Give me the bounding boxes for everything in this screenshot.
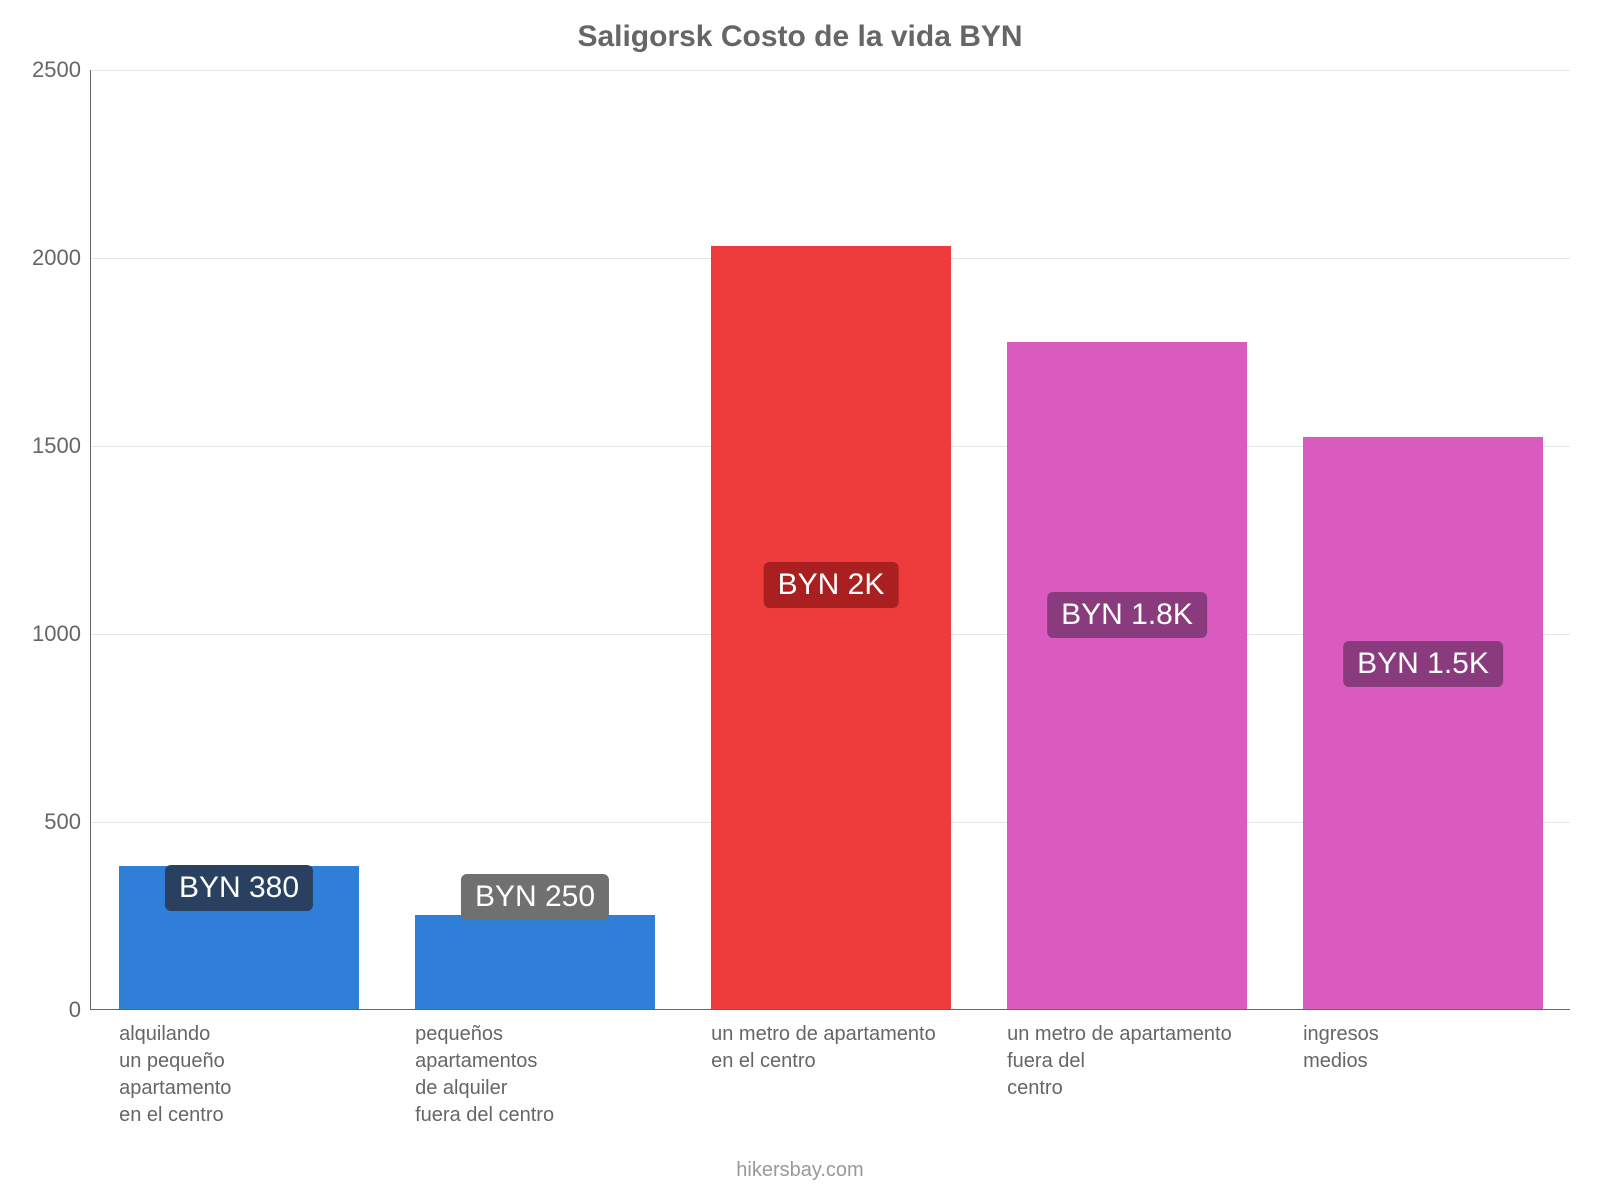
chart-container: Saligorsk Costo de la vida BYN 050010001… xyxy=(0,0,1600,1200)
x-category-label: alquilandoun pequeñoapartamentoen el cen… xyxy=(119,1021,349,1129)
y-tick-label: 0 xyxy=(69,997,81,1023)
bar xyxy=(711,246,951,1009)
bar-value-label: BYN 1.8K xyxy=(1047,592,1207,638)
bar-value-label: BYN 2K xyxy=(764,562,899,608)
bar-value-label: BYN 1.5K xyxy=(1343,641,1503,687)
bar-value-label: BYN 380 xyxy=(165,865,313,911)
y-tick-label: 1000 xyxy=(32,621,81,647)
x-category-label: un metro de apartamentoen el centro xyxy=(711,1021,941,1075)
y-tick-label: 2500 xyxy=(32,57,81,83)
chart-title: Saligorsk Costo de la vida BYN xyxy=(0,20,1600,54)
x-category-label: pequeñosapartamentosde alquilerfuera del… xyxy=(415,1021,645,1129)
bar-value-label: BYN 250 xyxy=(461,874,609,920)
y-tick-label: 500 xyxy=(44,809,81,835)
bar xyxy=(415,915,655,1009)
x-category-label: ingresosmedios xyxy=(1303,1021,1533,1075)
x-category-label: un metro de apartamentofuera delcentro xyxy=(1007,1021,1237,1102)
y-tick-label: 1500 xyxy=(32,433,81,459)
plot-area: 05001000150020002500BYN 380alquilandoun … xyxy=(90,70,1570,1010)
bar xyxy=(1007,342,1247,1009)
chart-footer: hikersbay.com xyxy=(0,1159,1600,1182)
gridline xyxy=(91,70,1570,71)
y-tick-label: 2000 xyxy=(32,245,81,271)
bar xyxy=(1303,437,1543,1009)
